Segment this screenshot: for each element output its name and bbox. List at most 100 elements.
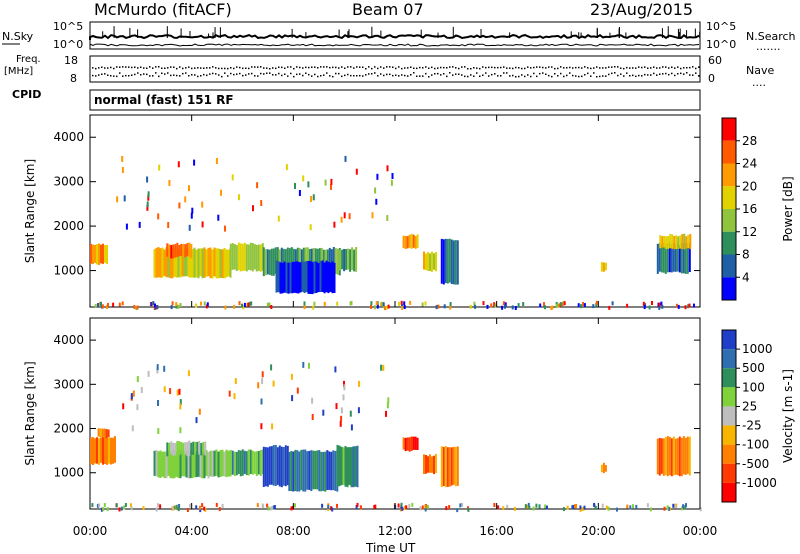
scatter-echo xyxy=(349,410,352,417)
heatmap-cell xyxy=(440,446,443,488)
colorbar-tick-label: 8 xyxy=(742,248,750,262)
heatmap-cell xyxy=(667,236,670,249)
nave-dot xyxy=(662,73,664,75)
heatmap-region xyxy=(600,262,607,272)
nave-dot xyxy=(566,74,568,77)
freq-dot xyxy=(569,66,571,69)
freq-dot xyxy=(359,66,361,68)
scatter-echo xyxy=(167,222,170,228)
heatmap-cell xyxy=(253,244,256,270)
scatter-echo xyxy=(330,178,333,185)
y-tick-label: 4000 xyxy=(53,130,84,144)
heatmap-cell xyxy=(308,450,311,490)
nave-label: Nave xyxy=(746,64,774,77)
freq-dot xyxy=(410,66,412,68)
freq-dot xyxy=(332,66,334,69)
colorbar-tick-label: 12 xyxy=(742,225,757,239)
heatmap-cell xyxy=(153,249,156,278)
scatter-echo xyxy=(666,505,669,510)
nave-dot xyxy=(308,73,310,76)
nave-dot xyxy=(569,72,571,74)
scatter-echo xyxy=(348,213,351,220)
scatter-echo xyxy=(106,305,109,309)
nave-dot xyxy=(296,73,298,76)
nave-dot xyxy=(437,72,439,75)
nave-dot xyxy=(257,75,259,77)
freq-dot xyxy=(347,66,349,68)
heatmap-cell xyxy=(173,248,176,277)
scatter-echo xyxy=(130,393,133,400)
heatmap-region xyxy=(153,247,232,279)
heatmap-cell xyxy=(665,236,668,250)
nave-dot xyxy=(401,74,403,76)
heatmap-cell xyxy=(161,247,164,278)
nave-dot xyxy=(518,75,520,78)
heatmap-cell xyxy=(102,436,104,465)
colorbar-swatch xyxy=(722,209,736,232)
heatmap-cell xyxy=(193,451,196,478)
freq-dot xyxy=(128,66,130,68)
freq-label-2: [MHz] xyxy=(4,66,33,77)
scatter-echo xyxy=(648,305,651,310)
freq-dot xyxy=(104,67,106,69)
heatmap-cell xyxy=(670,438,673,477)
heatmap-cell xyxy=(259,244,262,272)
scatter-echo xyxy=(522,302,525,306)
nave-dot xyxy=(236,73,238,75)
heatmap-cell xyxy=(163,451,166,479)
scatter-echo xyxy=(385,305,388,310)
nave-dot xyxy=(335,72,337,75)
heatmap-cell xyxy=(314,451,317,490)
scatter-echo xyxy=(234,378,237,385)
freq-dot xyxy=(248,67,250,70)
nave-dot xyxy=(527,74,529,76)
freq-dot xyxy=(278,66,280,68)
freq-dot xyxy=(194,67,196,69)
scatter-echo xyxy=(228,390,231,397)
scatter-echo xyxy=(684,505,687,510)
heatmap-cell xyxy=(296,450,299,492)
nave-dot xyxy=(629,75,631,77)
scatter-echo xyxy=(327,505,330,509)
nave-dots: .... xyxy=(752,76,766,89)
nave-dot xyxy=(137,72,139,74)
scatter-echo xyxy=(123,195,126,202)
heatmap-cell xyxy=(689,233,692,250)
scatter-echo xyxy=(583,303,586,308)
scatter-echo xyxy=(261,371,264,378)
heatmap-cell xyxy=(200,443,203,456)
freq-dot xyxy=(545,67,547,69)
scatter-echo xyxy=(205,304,208,309)
scatter-echo xyxy=(646,503,649,508)
heatmap-cell xyxy=(239,450,242,477)
heatmap-cell xyxy=(278,445,281,487)
nave-dot xyxy=(533,72,535,75)
freq-dot xyxy=(443,66,445,69)
nave-dot xyxy=(179,75,181,77)
scatter-echo xyxy=(684,305,687,310)
scatter-echo xyxy=(350,301,353,305)
heatmap-cell xyxy=(237,242,240,271)
scatter-echo xyxy=(343,380,345,387)
heatmap-cell xyxy=(316,248,319,276)
nave-dot xyxy=(635,75,637,78)
scatter-echo xyxy=(273,505,276,509)
nave-dot xyxy=(542,72,544,74)
scatter-echo xyxy=(130,506,133,511)
scatter-echo xyxy=(577,303,580,308)
scatter-echo xyxy=(343,384,346,391)
scatter-echo xyxy=(330,183,332,190)
heatmap-cell xyxy=(334,451,337,491)
heatmap-cell xyxy=(171,248,174,279)
heatmap-cell xyxy=(450,447,453,486)
scatter-echo xyxy=(629,505,632,510)
heatmap-cell xyxy=(157,247,160,278)
scatter-echo xyxy=(101,304,104,309)
nave-dot xyxy=(458,73,460,75)
scatter-echo xyxy=(107,302,109,307)
freq-dot xyxy=(578,66,580,69)
scatter-echo xyxy=(302,361,305,368)
freq-dot xyxy=(203,67,205,69)
nave-dot xyxy=(557,75,559,77)
nsearch-dots: ....... xyxy=(756,40,780,53)
